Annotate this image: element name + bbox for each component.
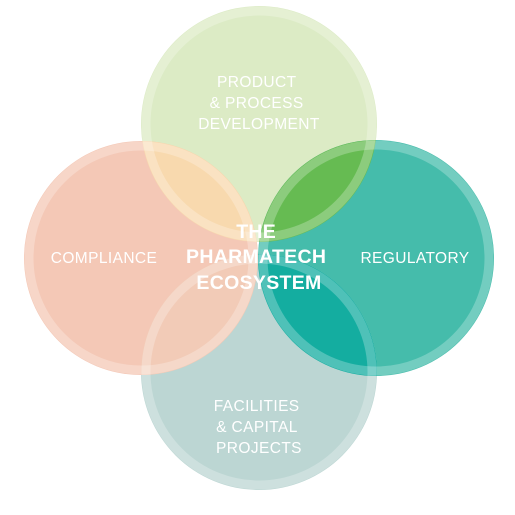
center-title-line: ECOSYSTEM — [196, 272, 321, 294]
overlap-product-compliance — [141, 141, 258, 242]
center-title-line: THE — [236, 221, 276, 243]
facilities-label: FACILITIES & CAPITAL PROJECTS — [214, 398, 305, 457]
product-label-line: PRODUCT — [217, 74, 297, 91]
overlap-product-regulatory — [258, 140, 377, 242]
facilities-label-line: PROJECTS — [216, 440, 302, 457]
overlap-compliance-facilities — [141, 254, 258, 375]
product-development-label: PRODUCT & PROCESS DEVELOPMENT — [198, 74, 320, 133]
product-label-line: DEVELOPMENT — [198, 116, 320, 133]
circle-rings — [24, 6, 494, 490]
compliance-label-line: COMPLIANCE — [51, 250, 158, 267]
facilities-label-line: FACILITIES — [214, 398, 300, 415]
compliance-label: COMPLIANCE — [51, 250, 158, 267]
center-title-line: PHARMATECH — [186, 246, 326, 268]
facilities-label-line: & CAPITAL — [216, 419, 298, 436]
regulatory-label: REGULATORY — [360, 250, 469, 267]
product-label-line: & PROCESS — [210, 95, 304, 112]
regulatory-label-line: REGULATORY — [360, 250, 469, 267]
center-title: THE PHARMATECH ECOSYSTEM — [186, 221, 332, 294]
